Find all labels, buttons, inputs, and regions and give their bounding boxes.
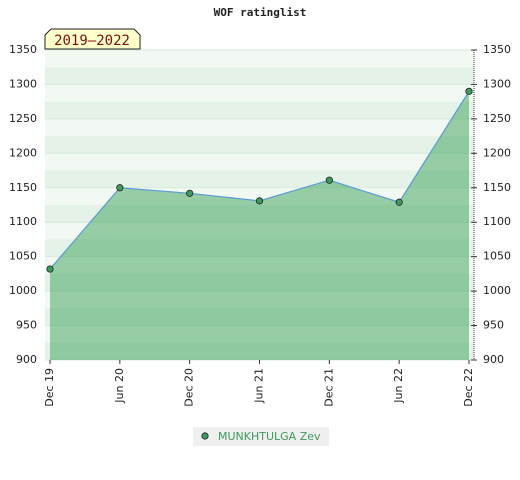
background-band <box>45 222 474 240</box>
y-tick-label: 900 <box>16 353 37 366</box>
y-tick-label: 1100 <box>9 215 37 228</box>
y-tick-label: 1300 <box>9 77 37 90</box>
y2-tick-label: 1250 <box>483 112 511 125</box>
y-tick-label: 1000 <box>9 284 37 297</box>
background-band <box>45 84 474 102</box>
background-band <box>45 256 474 274</box>
y2-tick-label: 1200 <box>483 146 511 159</box>
point <box>255 197 264 205</box>
area <box>50 91 469 360</box>
annotation-badge <box>44 28 141 50</box>
point <box>395 198 403 206</box>
y-tick-label: 1250 <box>9 112 37 125</box>
legend <box>193 427 329 446</box>
x-tick-label: Dec 19 <box>43 368 56 407</box>
y-tick-label: 1350 <box>9 43 37 56</box>
y-tick-label: 1050 <box>9 250 37 263</box>
y2-tick-label: 1150 <box>483 181 511 194</box>
y2-tick-label: 1350 <box>483 43 511 56</box>
background-band <box>45 50 474 68</box>
legend-label: MUNKHTULGA Zev <box>218 430 321 443</box>
y2-tick-label: 900 <box>483 353 504 366</box>
chart-title: WOF ratinglist <box>214 6 307 19</box>
background-band <box>45 136 474 154</box>
background-band <box>45 308 474 326</box>
background-band <box>45 273 474 292</box>
point <box>465 87 473 95</box>
x-tick-label: Dec 21 <box>322 368 335 407</box>
background-band <box>45 239 474 257</box>
background-band <box>45 118 474 137</box>
background-band <box>45 101 474 119</box>
background-band <box>45 153 474 171</box>
y-tick-label: 950 <box>16 319 37 332</box>
point <box>46 265 54 273</box>
point <box>116 184 124 192</box>
y2-tick-label: 1100 <box>483 215 511 228</box>
y-tick-label: 1200 <box>9 146 37 159</box>
legend-marker <box>201 432 209 440</box>
background-band <box>45 342 474 360</box>
background-band <box>45 291 474 309</box>
point <box>186 189 194 197</box>
background-band <box>45 67 474 85</box>
x-tick-label: Dec 22 <box>462 368 475 407</box>
x-tick-label: Dec 20 <box>183 368 196 407</box>
background-band <box>45 325 474 343</box>
background-band <box>45 205 474 223</box>
background-band <box>45 170 474 188</box>
y2-tick-label: 1050 <box>483 250 511 263</box>
y2-tick-label: 1000 <box>483 284 511 297</box>
y-tick-label: 1150 <box>9 181 37 194</box>
x-tick-label: Jun 20 <box>113 368 126 404</box>
annotation: 2019–2022 <box>54 33 130 49</box>
point <box>325 176 333 184</box>
y2-tick-label: 950 <box>483 319 504 332</box>
x-tick-label: Jun 21 <box>253 368 266 404</box>
y2-tick-label: 1300 <box>483 77 511 90</box>
x-tick-label: Jun 22 <box>392 368 405 404</box>
